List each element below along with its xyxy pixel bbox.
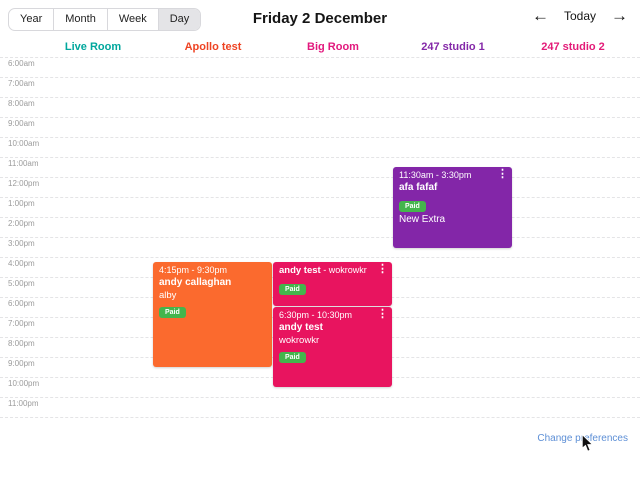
time-label: 7:00pm <box>8 319 35 328</box>
time-label: 5:00pm <box>8 279 35 288</box>
event-title-line: andy test - wokrowkr <box>279 265 386 276</box>
hour-row[interactable]: 2:00pm <box>0 217 640 237</box>
hour-row[interactable]: 11:00am <box>0 157 640 177</box>
hour-row[interactable]: 1:00pm <box>0 197 640 217</box>
event-afa-fafaf[interactable]: ⋮ 11:30am - 3:30pm afa fafaf Paid New Ex… <box>393 167 512 248</box>
time-label: 1:00pm <box>8 199 35 208</box>
event-title: andy test <box>279 265 321 276</box>
time-label: 12:00pm <box>8 179 40 188</box>
paid-badge: Paid <box>159 307 186 318</box>
event-time: 4:15pm - 9:30pm <box>159 265 228 275</box>
event-andy-test[interactable]: ⋮ 6:30pm - 10:30pm andy test wokrowkr Pa… <box>273 307 392 387</box>
hour-row[interactable]: 9:00am <box>0 117 640 137</box>
next-day-arrow-icon[interactable]: → <box>611 6 628 25</box>
calendar-grid[interactable]: 6:00am 7:00am 8:00am 9:00am 10:00am 11:00am 12… <box>0 57 640 418</box>
event-subtitle: alby <box>159 290 177 301</box>
room-headers: Live Room Apollo test Big Room 247 studi… <box>33 41 633 57</box>
time-label: 10:00pm <box>8 379 40 388</box>
event-title: andy callaghan <box>159 277 232 288</box>
event-subtitle: New Extra <box>399 214 446 225</box>
today-button[interactable]: Today <box>563 8 596 23</box>
time-label: 2:00pm <box>8 219 35 228</box>
view-month-button[interactable]: Month <box>54 9 108 30</box>
event-andy-test-short[interactable]: ⋮ andy test - wokrowkr Paid <box>273 262 392 306</box>
view-day-button[interactable]: Day <box>158 9 201 30</box>
time-label: 8:00am <box>8 99 35 108</box>
time-label: 4:00pm <box>8 259 35 268</box>
change-preferences-link[interactable]: Change preferences <box>537 433 628 444</box>
time-label: 9:00am <box>8 119 35 128</box>
time-label: 8:00pm <box>8 339 35 348</box>
view-switcher: Year Month Week Day <box>8 8 202 31</box>
top-bar: Year Month Week Day Friday 2 December ← … <box>0 0 640 38</box>
room-header-big-room[interactable]: Big Room <box>307 41 359 53</box>
event-andy-callaghan[interactable]: 4:15pm - 9:30pm andy callaghan alby Paid <box>153 262 272 367</box>
hour-row[interactable]: 6:00am <box>0 57 640 77</box>
room-header-247-studio-1[interactable]: 247 studio 1 <box>421 41 485 53</box>
paid-badge: Paid <box>399 201 426 212</box>
hour-row[interactable]: 4:00pm <box>0 257 640 277</box>
event-subtitle: - wokrowkr <box>323 265 367 275</box>
hour-row[interactable]: 12:00pm <box>0 177 640 197</box>
hour-row[interactable]: 11:00pm <box>0 397 640 417</box>
hour-row[interactable]: 7:00am <box>0 77 640 97</box>
hour-row[interactable]: 8:00am <box>0 97 640 117</box>
time-label: 6:00pm <box>8 299 35 308</box>
time-label: 9:00pm <box>8 359 35 368</box>
event-time: 11:30am - 3:30pm <box>399 170 472 180</box>
paid-badge: Paid <box>279 284 306 295</box>
room-header-247-studio-2[interactable]: 247 studio 2 <box>541 41 605 53</box>
time-label: 11:00am <box>8 159 39 168</box>
event-subtitle: wokrowkr <box>279 335 320 346</box>
time-label: 10:00am <box>8 139 40 148</box>
event-menu-icon[interactable]: ⋮ <box>497 168 508 180</box>
paid-badge: Paid <box>279 352 306 363</box>
room-header-apollo-test[interactable]: Apollo test <box>184 41 242 53</box>
room-header-live-room[interactable]: Live Room <box>64 41 122 53</box>
event-time: 6:30pm - 10:30pm <box>279 310 353 320</box>
hour-row[interactable]: 10:00am <box>0 137 640 157</box>
time-label: 6:00am <box>8 59 35 68</box>
hour-row[interactable]: 3:00pm <box>0 237 640 257</box>
view-week-button[interactable]: Week <box>108 9 159 30</box>
time-label: 7:00am <box>8 79 35 88</box>
time-label: 11:00pm <box>8 399 39 408</box>
event-title: afa fafaf <box>399 182 438 193</box>
date-nav: ← Today → <box>530 7 630 24</box>
previous-day-arrow-icon[interactable]: ← <box>531 6 549 25</box>
event-menu-icon[interactable]: ⋮ <box>377 308 388 320</box>
time-label: 3:00pm <box>8 239 35 248</box>
event-menu-icon[interactable]: ⋮ <box>377 263 388 275</box>
event-title: andy test <box>279 322 323 333</box>
view-year-button[interactable]: Year <box>9 9 55 30</box>
